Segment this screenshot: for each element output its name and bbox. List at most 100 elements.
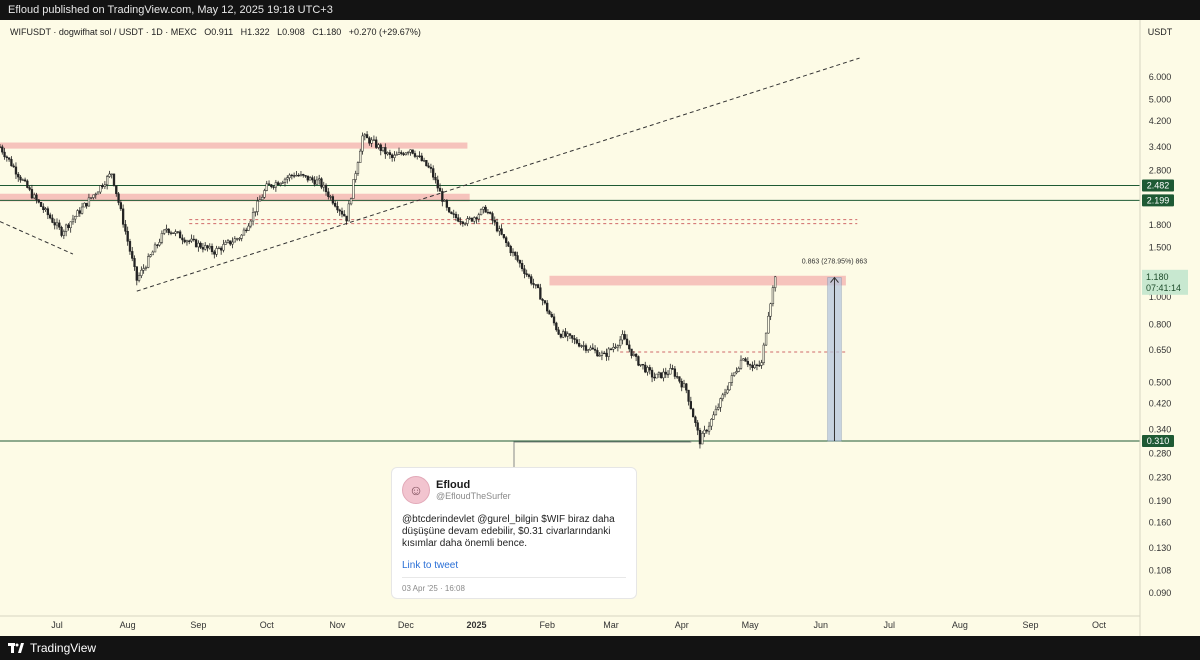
candle [10,156,13,167]
candle-body [628,344,631,350]
x-tick-label: Aug [952,620,968,630]
candle [55,218,59,230]
candle [210,243,214,255]
candle-body [573,338,576,340]
candle-body [707,425,711,432]
candle-body [379,144,382,151]
candle [733,372,736,377]
candle [406,150,410,156]
candle-body [753,364,756,368]
candle [388,149,392,159]
candle-body [607,348,610,357]
candle-body [771,287,775,305]
candle [771,285,775,307]
candle-body [324,184,328,193]
x-tick-label: Jun [814,620,829,630]
candle-body [327,191,330,197]
low-value: 0.908 [282,27,305,37]
candle-body [486,211,490,214]
candle-body [758,364,761,367]
candle [666,370,670,378]
candle [28,185,31,192]
candle [589,345,592,351]
candle [468,216,471,221]
candle-body [117,193,120,203]
candle [639,363,642,367]
candle [552,313,556,326]
candle [265,180,268,192]
tweet-card[interactable]: ☺ Efloud @EfloudTheSurfer @btcderindevle… [391,467,637,599]
footer-bar: TradingView [0,636,1200,660]
candle [178,229,182,239]
candle-body [589,347,592,351]
tweet-header: ☺ Efloud @EfloudTheSurfer [402,476,626,504]
candle [379,143,382,156]
tweet-connector-line [513,441,692,467]
candle-body [473,217,476,222]
candle-body [165,228,168,231]
candle [701,431,704,445]
candle-body [124,224,127,232]
candle-body [603,352,606,355]
candle-body [527,274,531,277]
candle-body [669,368,672,375]
candle-body [714,408,718,416]
candle [213,249,216,259]
candle-body [600,352,604,356]
candle [580,344,583,348]
symbol-name: WIFUSDT · dogwifhat sol / USDT · 1D · ME… [10,27,197,37]
candle [436,175,439,192]
candle-body [329,196,332,198]
candle [532,278,535,289]
candle [767,311,770,334]
candle-body [318,178,321,181]
candle [662,368,665,382]
candle-body [215,248,218,255]
candle [742,358,745,361]
candle-body [666,373,670,376]
candle-body [108,173,111,177]
candle [46,206,50,220]
candle [609,347,613,351]
candle [201,242,205,253]
candle [121,204,125,228]
y-tick-label: 0.190 [1149,496,1172,506]
low-label: L [277,27,282,37]
candle-body [83,202,86,208]
candle-body [388,152,392,156]
candle [650,367,654,383]
candle [222,239,225,253]
candle-body [619,339,622,346]
candle [144,265,148,271]
candle [612,342,615,353]
candle-body [422,160,426,162]
change-value: +0.270 (+29.67%) [349,27,421,37]
tweet-date: 03 Apr '25 · 16:08 [402,584,465,593]
candle [85,202,88,209]
candle-body [19,176,22,181]
candle [140,266,143,279]
tweet-link[interactable]: Link to tweet [402,560,459,571]
price-axis[interactable]: 6.000 5.000 4.200 3.400 2.800 1.800 1.500 1.000… [1142,72,1188,598]
candle-body [178,231,182,239]
candle-body [67,224,70,228]
candle [432,165,435,181]
candle-body [44,208,47,210]
candle-body [192,238,195,241]
candle [76,209,79,217]
candle-body [128,241,132,252]
candle [646,365,649,376]
candle-body [694,416,697,423]
candle [498,225,501,236]
candle [368,136,371,146]
candle [112,173,116,187]
candle [689,396,692,410]
candle [726,385,729,395]
candle [23,177,27,183]
x-tick-label: May [742,620,760,630]
candle [703,425,706,438]
candle [676,372,679,379]
candle [343,210,346,217]
time-axis[interactable]: Jul Aug Sep Oct Nov Dec 2025 Feb Mar Apr May Jun Jul… [51,620,1106,630]
candle-body [163,229,166,234]
